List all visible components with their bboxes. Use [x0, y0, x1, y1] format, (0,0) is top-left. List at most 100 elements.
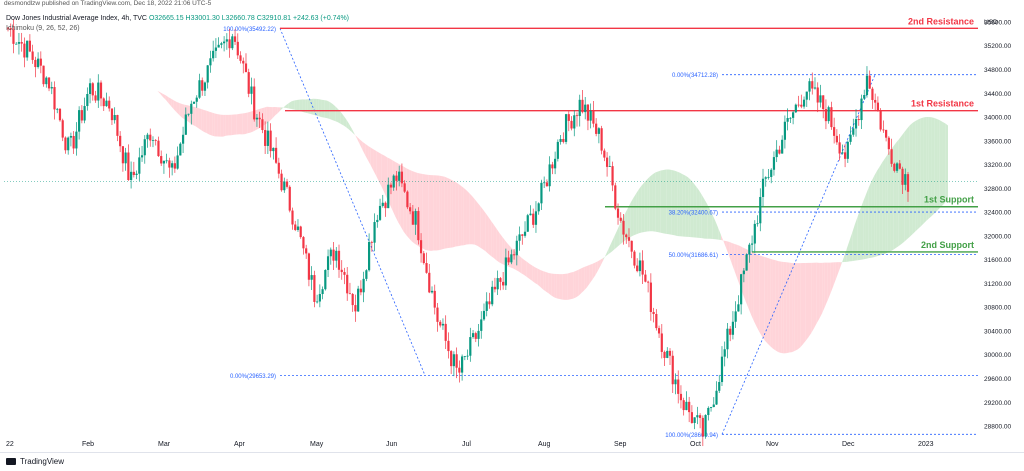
ichimoku-cloud-segment — [915, 120, 918, 232]
candle-body — [756, 223, 758, 224]
candle-body — [825, 109, 827, 121]
y-tick-label: 34800.00 — [984, 67, 1011, 74]
ichimoku-cloud-segment — [798, 263, 801, 349]
ichimoku-cloud-segment — [647, 177, 650, 232]
ichimoku-cloud-segment — [527, 262, 530, 279]
ichimoku-cloud-segment — [445, 177, 448, 249]
y-tick-label: 30000.00 — [984, 352, 1011, 359]
y-tick-label: 34000.00 — [984, 115, 1011, 122]
ichimoku-cloud-segment — [899, 136, 902, 246]
ichimoku-cloud-segment — [598, 260, 601, 271]
candle-body — [250, 87, 252, 94]
ichimoku-cloud-segment — [56, 36, 59, 37]
candle-body — [704, 415, 706, 436]
ichimoku-cloud-segment — [521, 257, 524, 274]
ichimoku-cloud-segment — [467, 190, 470, 244]
ichimoku-cloud-segment — [368, 146, 371, 166]
ichimoku-cloud-segment — [869, 181, 872, 258]
ichimoku-cloud-segment — [297, 100, 300, 111]
ichimoku-cloud-segment — [488, 217, 491, 256]
candle-body — [639, 260, 641, 271]
ichimoku-cloud-segment — [196, 107, 199, 128]
ichimoku-cloud-segment — [707, 204, 710, 239]
candle-body — [133, 172, 135, 175]
candle-body — [253, 87, 255, 120]
candle-body — [707, 408, 709, 415]
candle-body — [15, 44, 17, 45]
candle-body — [42, 66, 44, 84]
candle-body — [275, 148, 277, 163]
ichimoku-cloud-segment — [374, 149, 377, 176]
ichimoku-cloud-segment — [75, 46, 78, 47]
candle-body — [234, 36, 236, 42]
publish-header: desmondlzw published on TradingView.com,… — [0, 0, 1024, 8]
candle-body — [461, 356, 463, 372]
candle-body — [469, 337, 471, 356]
ichimoku-cloud-segment — [105, 73, 108, 76]
candle-body — [464, 356, 466, 357]
candle-body — [691, 412, 693, 423]
candle-body — [190, 104, 192, 114]
candle-body — [166, 160, 168, 161]
candle-body — [767, 177, 769, 178]
y-tick-label: 33200.00 — [984, 162, 1011, 169]
ichimoku-cloud-segment — [270, 107, 273, 121]
ichimoku-cloud-segment — [335, 106, 338, 122]
candle-body — [622, 221, 624, 235]
candle-body — [652, 312, 654, 314]
candle-body — [869, 76, 871, 89]
candle-body — [319, 294, 321, 301]
candle-body — [48, 78, 50, 89]
ichimoku-cloud-segment — [573, 271, 576, 299]
ichimoku-cloud-segment — [606, 248, 609, 256]
candle-body — [157, 141, 159, 156]
ichimoku-cloud-segment — [426, 175, 429, 251]
ichimoku-cloud-segment — [570, 272, 573, 299]
candle-body — [874, 100, 876, 103]
ichimoku-cloud-segment — [456, 182, 459, 247]
candle-body — [447, 341, 449, 351]
fib-level-label: 38.20%(32400.67) — [669, 211, 718, 217]
candle-body — [272, 148, 274, 151]
ichimoku-cloud-segment — [910, 123, 913, 237]
candle-body — [841, 152, 843, 153]
price-chart[interactable]: 100.00%(35492.22)0.00%(29653.29)0.00%(34… — [0, 8, 1024, 452]
indicator-label[interactable]: Ichimoku (9, 26, 52, 26) — [6, 24, 349, 34]
ichimoku-cloud-segment — [784, 262, 787, 353]
y-tick-label: 30800.00 — [984, 305, 1011, 312]
ichimoku-cloud-segment — [349, 124, 352, 132]
candle-body — [144, 139, 146, 155]
ichimoku-cloud-segment — [371, 148, 374, 171]
candle-body — [877, 103, 879, 111]
ichimoku-cloud-segment — [281, 107, 284, 110]
ichimoku-cloud-segment — [631, 198, 634, 237]
ichimoku-cloud-segment — [669, 170, 672, 235]
ichimoku-cloud-segment — [182, 104, 185, 119]
ichimoku-cloud-segment — [672, 170, 675, 235]
candle-body — [778, 150, 780, 154]
candle-body — [565, 114, 567, 142]
ichimoku-cloud-segment — [732, 243, 735, 271]
ichimoku-cloud-segment — [313, 99, 316, 116]
ichimoku-cloud-segment — [267, 107, 270, 124]
ichimoku-cloud-segment — [343, 116, 346, 128]
ichimoku-cloud-segment — [650, 174, 653, 231]
candle-body — [710, 407, 712, 408]
ichimoku-cloud-segment — [661, 170, 664, 233]
candle-body — [75, 132, 77, 149]
candle-body — [291, 211, 293, 225]
ichimoku-cloud-segment — [286, 103, 289, 108]
candle-body — [286, 181, 288, 186]
candle-body — [740, 274, 742, 304]
ichimoku-cloud-segment — [778, 261, 781, 353]
ichimoku-cloud-segment — [472, 196, 475, 245]
candle-body — [453, 354, 455, 366]
candle-body — [228, 39, 230, 48]
candle-body — [855, 119, 857, 128]
y-tick-label: 35200.00 — [984, 43, 1011, 50]
ichimoku-cloud-segment — [735, 244, 738, 279]
candle-body — [477, 331, 479, 339]
ichimoku-cloud-segment — [229, 115, 232, 136]
ichimoku-cloud-segment — [289, 101, 292, 109]
candle-body — [346, 275, 348, 294]
